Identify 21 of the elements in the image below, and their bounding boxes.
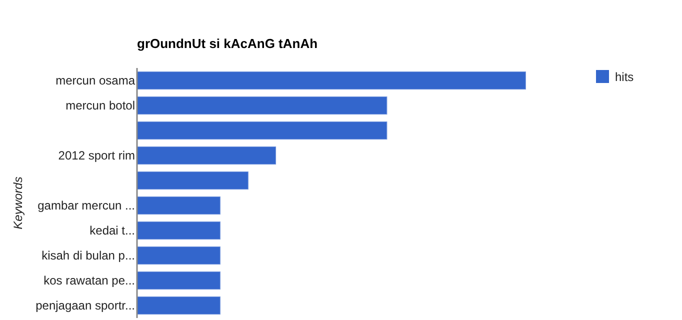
y-tick-label: 2012 sport rim xyxy=(58,148,135,163)
y-tick-label: mercun botol xyxy=(66,98,135,113)
bar xyxy=(136,196,220,215)
bar xyxy=(136,96,388,115)
legend-label: hits xyxy=(615,70,634,84)
bar xyxy=(136,271,220,290)
y-tick-label: kedai t... xyxy=(90,224,135,238)
bar xyxy=(136,146,276,165)
bar xyxy=(136,296,220,315)
y-axis-title: Keywords xyxy=(11,176,25,230)
bar xyxy=(136,121,388,140)
y-tick-label: gambar mercun ... xyxy=(38,198,135,213)
bar xyxy=(136,246,220,265)
bar xyxy=(136,71,526,90)
bar xyxy=(136,171,248,190)
chart-title: grOundnUt si kAcAnG tAnAh xyxy=(137,36,318,51)
y-tick-label: kisah di bulan p... xyxy=(42,248,135,263)
bar xyxy=(136,221,220,240)
y-tick-label: penjagaan sportr... xyxy=(36,298,135,313)
y-tick-label: kos rawatan pe... xyxy=(44,274,135,288)
y-tick-label: mercun osama xyxy=(56,74,136,88)
